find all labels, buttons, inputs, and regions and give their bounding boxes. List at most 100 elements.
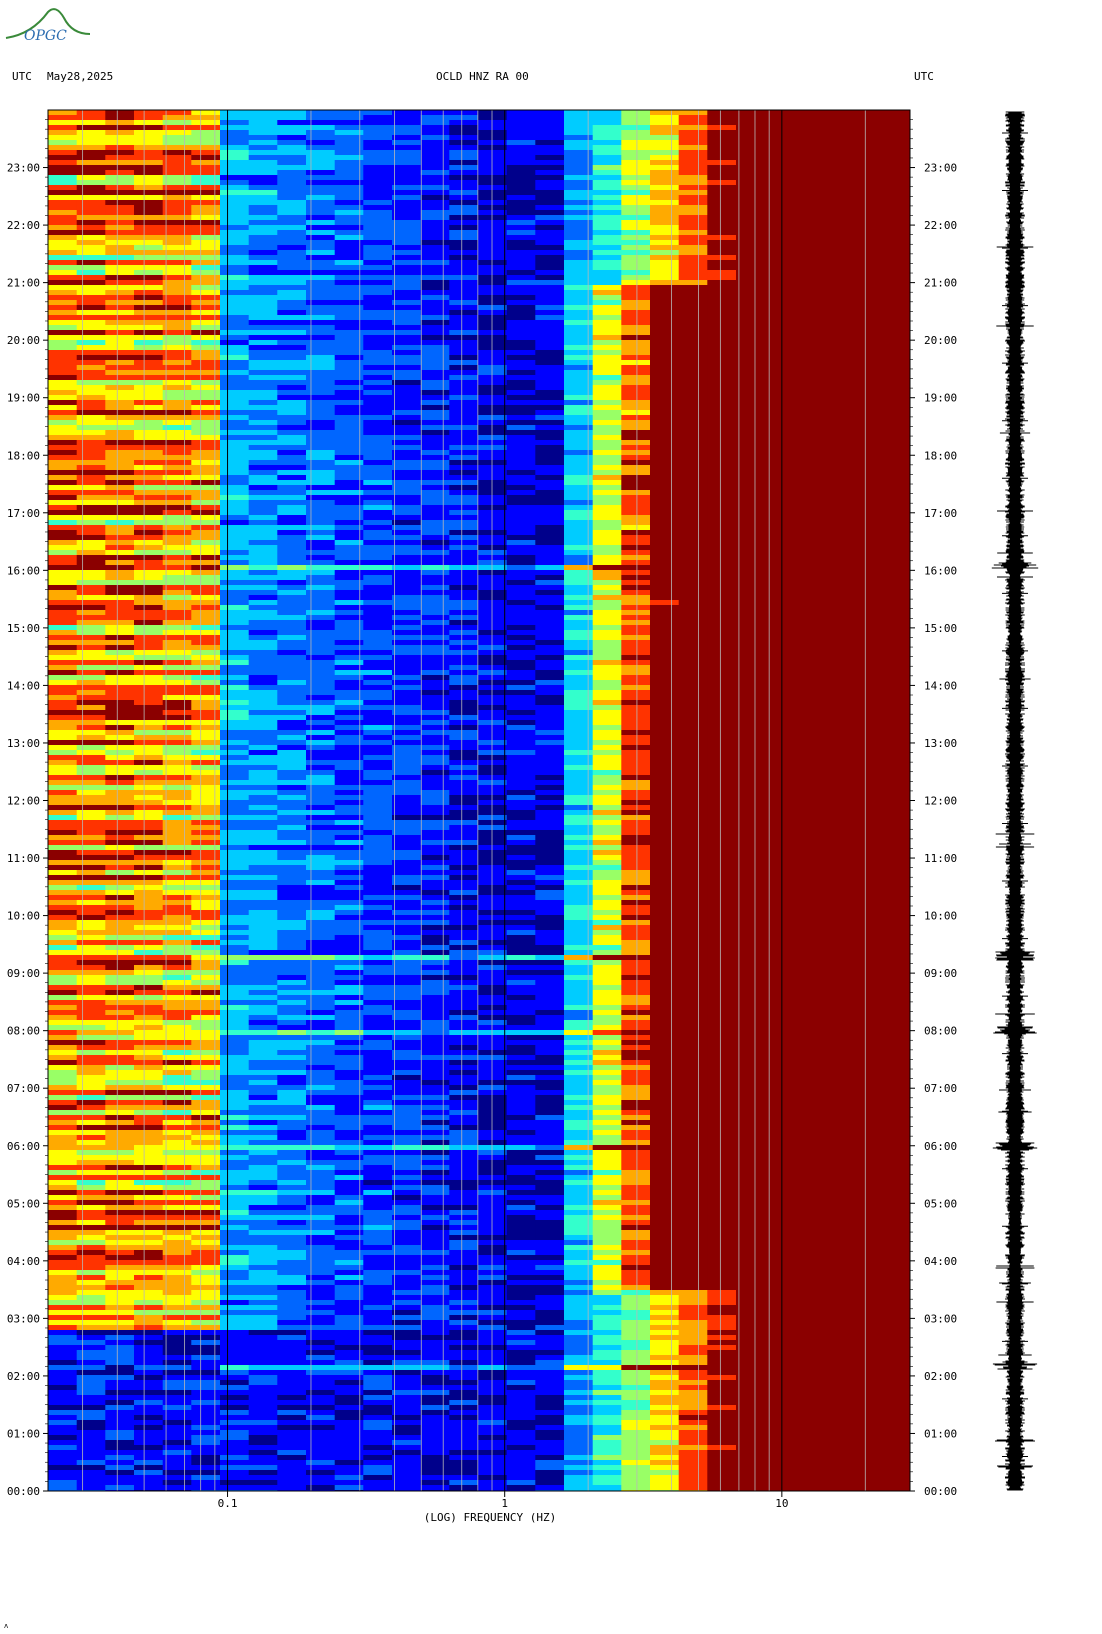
heatmap-cell (162, 585, 192, 590)
heatmap-cell (105, 510, 135, 515)
heatmap-cell (736, 400, 766, 405)
heatmap-cell (392, 1045, 422, 1050)
heatmap-cell (277, 300, 307, 305)
heatmap-cell (334, 575, 364, 580)
heatmap-cell (76, 155, 106, 160)
heatmap-cell (191, 750, 221, 755)
heatmap-cell (621, 935, 651, 940)
heatmap-cell (220, 325, 250, 330)
heatmap-cell (650, 985, 680, 990)
heatmap-cell (105, 490, 135, 495)
heatmap-cell (592, 1025, 622, 1030)
heatmap-cell (478, 610, 508, 615)
heatmap-cell (506, 820, 536, 825)
heatmap-cell (48, 405, 78, 410)
heatmap-cell (592, 1060, 622, 1065)
heatmap-cell (736, 410, 766, 415)
heatmap-cell (134, 950, 164, 955)
heatmap-cell (76, 665, 106, 670)
heatmap-cell (248, 470, 278, 475)
heatmap-cell (506, 875, 536, 880)
heatmap-cell (48, 200, 78, 205)
heatmap-cell (306, 770, 336, 775)
heatmap-cell (48, 985, 78, 990)
heatmap-cell (248, 950, 278, 955)
heatmap-cell (220, 430, 250, 435)
heatmap-cell (392, 800, 422, 805)
heatmap-cell (162, 955, 192, 960)
heatmap-cell (621, 600, 651, 605)
heatmap-cell (736, 1040, 766, 1045)
heatmap-cell (764, 375, 794, 380)
heatmap-cell (764, 670, 794, 675)
heatmap-cell (478, 110, 508, 115)
heatmap-cell (478, 910, 508, 915)
heatmap-cell (334, 960, 364, 965)
heatmap-cell (420, 890, 450, 895)
heatmap-cell (420, 770, 450, 775)
heatmap-cell (478, 690, 508, 695)
heatmap-cell (76, 975, 106, 980)
heatmap-cell (105, 110, 135, 115)
heatmap-cell (277, 400, 307, 405)
heatmap-cell (592, 190, 622, 195)
heatmap-cell (478, 225, 508, 230)
heatmap-cell (736, 350, 766, 355)
heatmap-cell (535, 350, 565, 355)
heatmap-cell (48, 595, 78, 600)
heatmap-cell (248, 1065, 278, 1070)
heatmap-cell (650, 190, 680, 195)
heatmap-cell (363, 830, 393, 835)
heatmap-cell (535, 455, 565, 460)
heatmap-cell (363, 200, 393, 205)
heatmap-cell (248, 970, 278, 975)
heatmap-cell (248, 295, 278, 300)
heatmap-cell (363, 120, 393, 125)
heatmap-cell (105, 395, 135, 400)
heatmap-cell (621, 980, 651, 985)
heatmap-cell (392, 790, 422, 795)
heatmap-cell (564, 395, 594, 400)
heatmap-cell (48, 1045, 78, 1050)
heatmap-cell (191, 445, 221, 450)
heatmap-cell (334, 600, 364, 605)
heatmap-cell (449, 855, 479, 860)
heatmap-cell (592, 915, 622, 920)
heatmap-cell (134, 490, 164, 495)
heatmap-cell (363, 450, 393, 455)
heatmap-cell (592, 780, 622, 785)
heatmap-cell (220, 835, 250, 840)
heatmap-cell (220, 400, 250, 405)
heatmap-cell (478, 270, 508, 275)
heatmap-cell (764, 265, 794, 270)
heatmap-cell (392, 135, 422, 140)
heatmap-cell (420, 865, 450, 870)
heatmap-cell (162, 465, 192, 470)
heatmap-cell (707, 1025, 737, 1030)
heatmap-cell (678, 950, 708, 955)
heatmap-cell (48, 920, 78, 925)
heatmap-cell (220, 550, 250, 555)
heatmap-cell (764, 180, 794, 185)
heatmap-cell (564, 575, 594, 580)
heatmap-cell (707, 315, 737, 320)
heatmap-cell (678, 150, 708, 155)
heatmap-cell (392, 690, 422, 695)
heatmap-cell (220, 280, 250, 285)
heatmap-cell (162, 285, 192, 290)
heatmap-cell (678, 750, 708, 755)
heatmap-cell (220, 965, 250, 970)
heatmap-cell (449, 810, 479, 815)
heatmap-cell (707, 670, 737, 675)
heatmap-cell (736, 740, 766, 745)
heatmap-cell (48, 525, 78, 530)
heatmap-cell (764, 545, 794, 550)
heatmap-cell (277, 970, 307, 975)
heatmap-cell (306, 220, 336, 225)
heatmap-cell (334, 370, 364, 375)
heatmap-cell (277, 125, 307, 130)
heatmap-cell (105, 630, 135, 635)
heatmap-cell (506, 725, 536, 730)
heatmap-cell (220, 1035, 250, 1040)
heatmap-cell (162, 410, 192, 415)
